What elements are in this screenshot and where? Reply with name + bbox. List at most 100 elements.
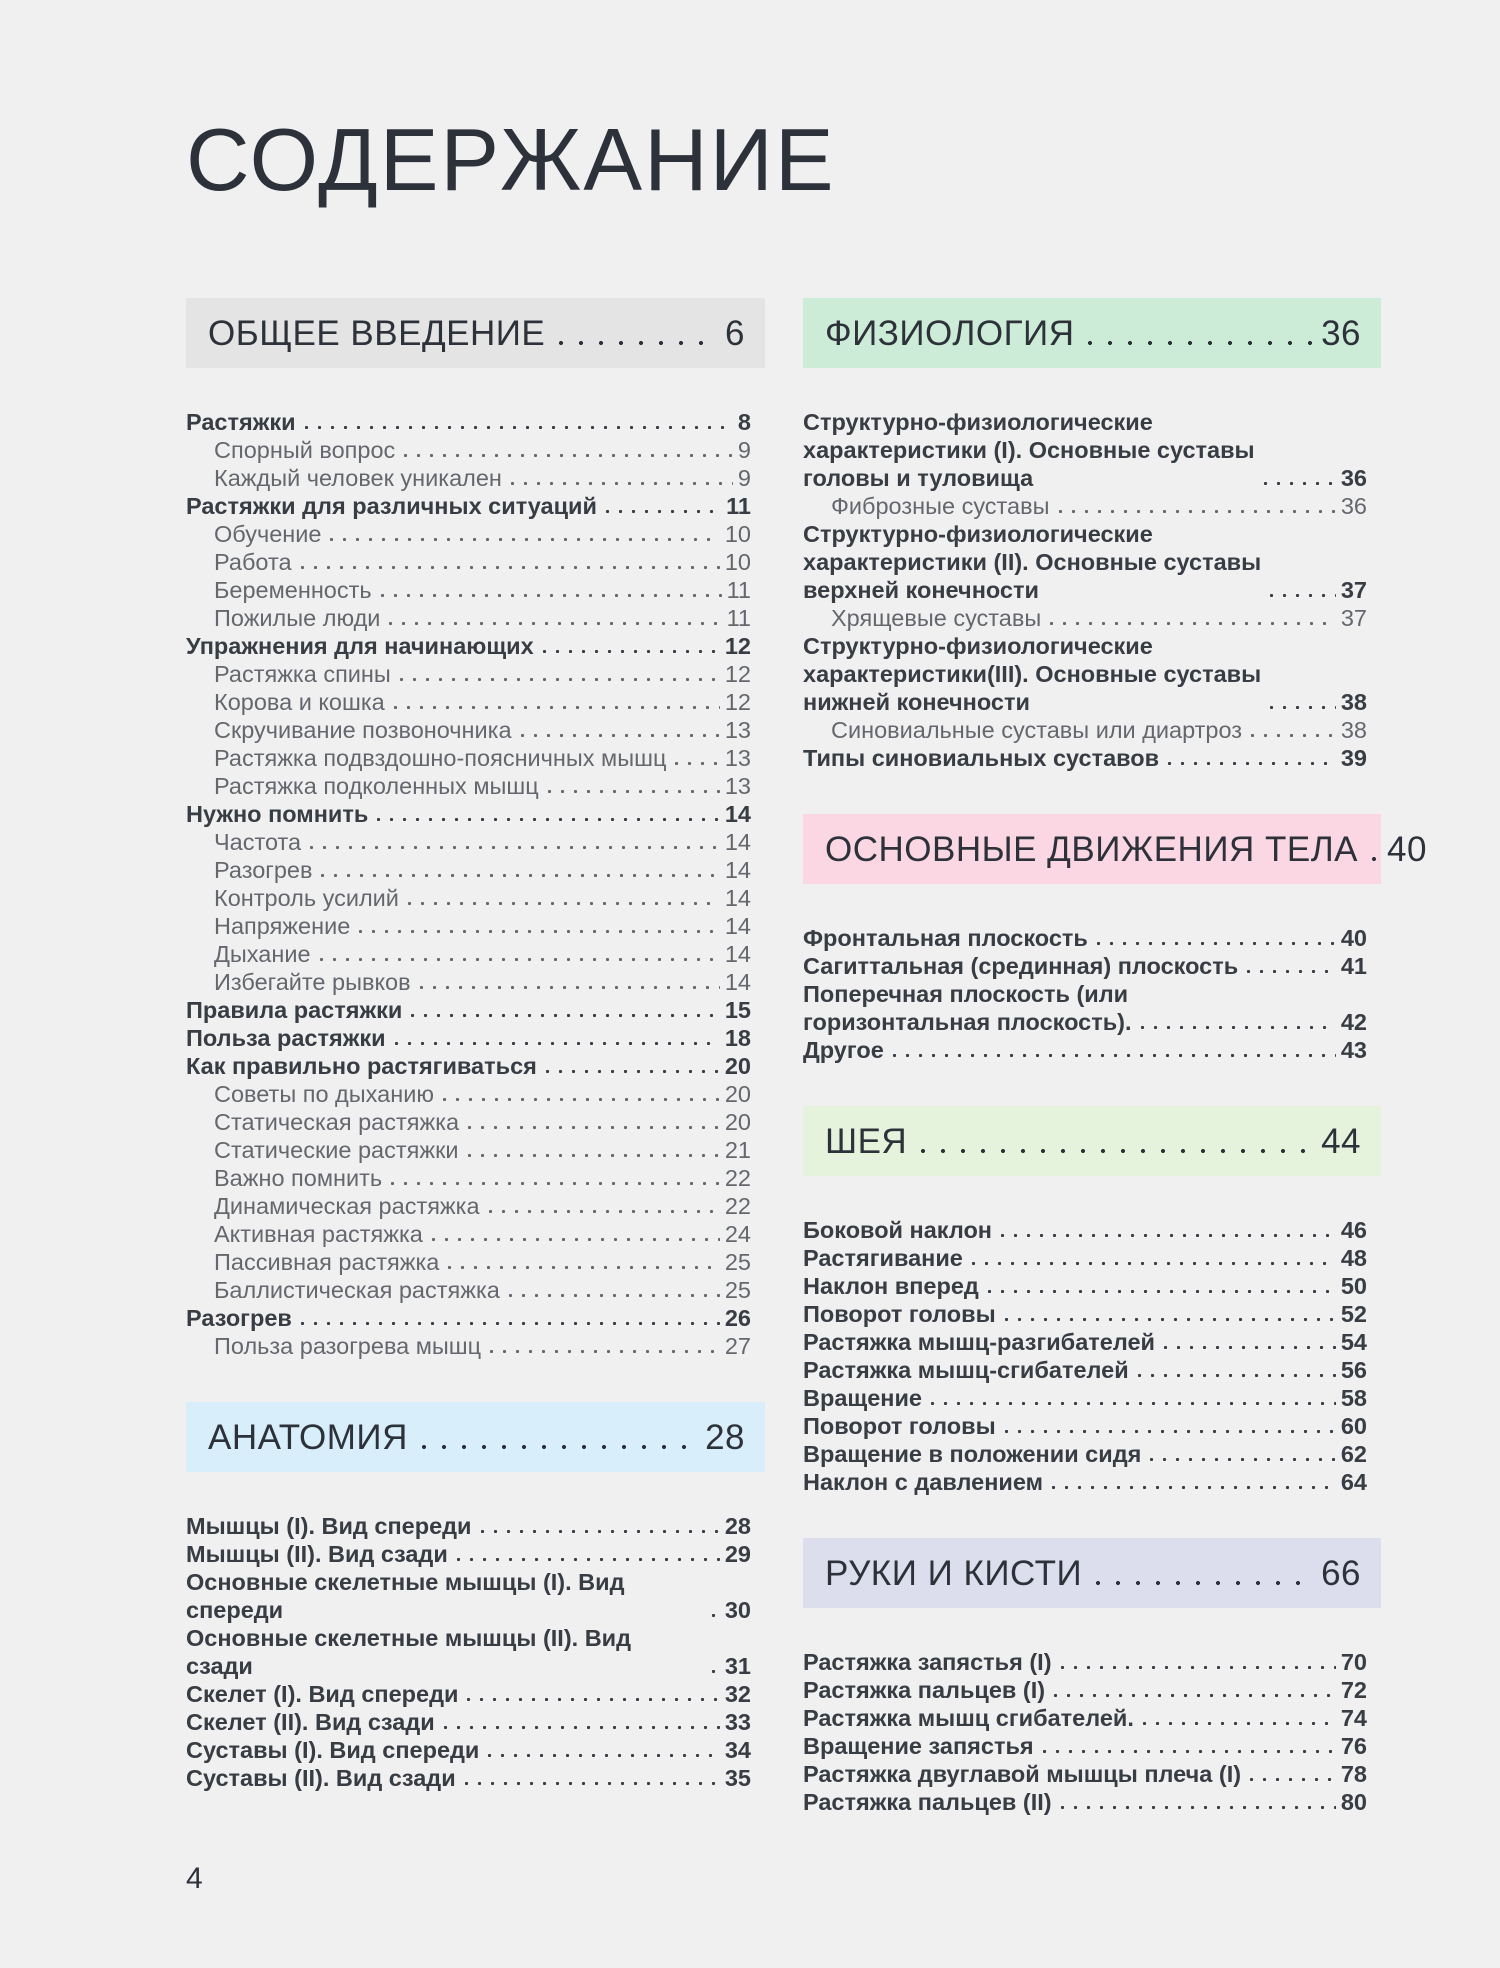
entry-label: Растяжка двуглавой мышцы плеча (I) xyxy=(803,1761,1242,1787)
entry-label: Растяжка пальцев (II) xyxy=(803,1789,1052,1815)
toc-entry: Разогрев 14 xyxy=(186,856,751,884)
toc-entry: Динамическая растяжка 22 xyxy=(186,1192,751,1220)
toc-entry: Польза растяжки 18 xyxy=(186,1024,751,1052)
entry-label: Баллистическая растяжка xyxy=(214,1277,500,1303)
toc-entry: Растяжка подколенных мышц 13 xyxy=(186,772,751,800)
entry-page-ref: 9 xyxy=(737,437,751,463)
toc-entry: Правила растяжки 15 xyxy=(186,996,751,1024)
entry-page-ref: 36 xyxy=(1340,465,1367,491)
toc-entry: Пассивная растяжка 25 xyxy=(186,1248,751,1276)
toc-entry: Мышцы (II). Вид сзади 29 xyxy=(186,1540,751,1568)
entry-page-ref: 76 xyxy=(1340,1733,1367,1759)
entry-page-ref: 78 xyxy=(1340,1761,1367,1787)
leader-dots xyxy=(711,1614,720,1617)
toc-section-sheya: ШЕЯ 44 Боковой наклон 46 Растягивание 48 Накло… xyxy=(803,1106,1381,1496)
entry-label: Обучение xyxy=(214,521,322,547)
leader-dots xyxy=(490,1350,720,1353)
toc-entry: Советы по дыханию 20 xyxy=(186,1080,751,1108)
entry-page-ref: 13 xyxy=(724,773,751,799)
toc-entry: Растяжка запястья (I) 70 xyxy=(803,1648,1367,1676)
toc-entry: Растягивание 48 xyxy=(803,1244,1367,1272)
entry-label: Фронтальная плоскость xyxy=(803,925,1088,951)
entry-page-ref: 20 xyxy=(724,1053,751,1079)
leader-dots xyxy=(300,566,720,569)
toc-entry: Основные скелетные мышцы (I). Вид сперед… xyxy=(186,1568,751,1624)
leader-dots xyxy=(467,1154,720,1157)
leader-dots xyxy=(359,930,720,933)
toc-entry: Вращение запястья 76 xyxy=(803,1732,1367,1760)
page-title: СОДЕРЖАНИЕ xyxy=(186,110,836,209)
toc-entry: Растяжка пальцев (II) 80 xyxy=(803,1788,1367,1816)
leader-dots xyxy=(399,678,720,681)
entry-label: Корова и кошка xyxy=(214,689,385,715)
entry-label: Каждый человек уникален xyxy=(214,465,502,491)
entry-label: Скелет (II). Вид сзади xyxy=(186,1709,435,1735)
section-entries: Структурно-физиологические характеристик… xyxy=(803,408,1381,772)
section-header: АНАТОМИЯ 28 xyxy=(186,1402,765,1472)
entry-label: Польза растяжки xyxy=(186,1025,386,1051)
entry-page-ref: 14 xyxy=(724,941,751,967)
entry-page-ref: 48 xyxy=(1340,1245,1367,1271)
leader-dots xyxy=(442,1098,720,1101)
toc-entry: Скручивание позвоночника 13 xyxy=(186,716,751,744)
section-title: ШЕЯ xyxy=(825,1122,908,1161)
toc-entry: Пожилые люди 11 xyxy=(186,604,751,632)
leader-dots xyxy=(1270,706,1336,709)
leader-dots xyxy=(456,1558,720,1561)
toc-entry: Поворот головы 52 xyxy=(803,1300,1367,1328)
entry-page-ref: 11 xyxy=(726,493,751,519)
toc-entry: Разогрев 26 xyxy=(186,1304,751,1332)
entry-page-ref: 12 xyxy=(724,661,751,687)
toc-entry: Польза разогрева мышц 27 xyxy=(186,1332,751,1360)
leader-dots xyxy=(510,482,733,485)
toc-entry: Вращение в положении сидя 62 xyxy=(803,1440,1367,1468)
entry-page-ref: 11 xyxy=(726,605,751,631)
entry-page-ref: 40 xyxy=(1340,925,1367,951)
leader-dots xyxy=(380,594,722,597)
entry-page-ref: 15 xyxy=(724,997,751,1023)
toc-entry: Суставы (II). Вид сзади 35 xyxy=(186,1764,751,1792)
toc-entry: Нужно помнить 14 xyxy=(186,800,751,828)
toc-entry: Типы синовиальных суставов 39 xyxy=(803,744,1367,772)
entry-label: Мышцы (I). Вид спереди xyxy=(186,1513,472,1539)
toc-entry: Спорный вопрос 9 xyxy=(186,436,751,464)
entry-page-ref: 64 xyxy=(1340,1469,1367,1495)
entry-label: Напряжение xyxy=(214,913,351,939)
entry-label: Статическая растяжка xyxy=(214,1109,460,1135)
leader-dots xyxy=(468,1126,720,1129)
leader-dots xyxy=(1042,1750,1336,1753)
toc-entry: Наклон вперед 50 xyxy=(803,1272,1367,1300)
entry-label: Основные скелетные мышцы (I). Вид сперед… xyxy=(186,1569,625,1623)
section-title: ОСНОВНЫЕ ДВИЖЕНИЯ ТЕЛА xyxy=(825,830,1359,869)
leader-dots xyxy=(464,1782,720,1785)
leader-dots xyxy=(1050,622,1336,625)
leader-dots xyxy=(443,1726,720,1729)
entry-page-ref: 26 xyxy=(724,1305,751,1331)
entry-page-ref: 20 xyxy=(724,1081,751,1107)
leader-dots xyxy=(1096,942,1336,945)
entry-label: Дыхание xyxy=(214,941,311,967)
entry-page-ref: 22 xyxy=(724,1193,751,1219)
entry-page-ref: 41 xyxy=(1340,953,1367,979)
entry-label: Избегайте рывков xyxy=(214,969,411,995)
toc-entry: Хрящевые суставы 37 xyxy=(803,604,1367,632)
toc-section-osnovnye-dvizheniya-tela: ОСНОВНЫЕ ДВИЖЕНИЯ ТЕЛА 40 Фронтальная плос… xyxy=(803,814,1426,1064)
entry-page-ref: 13 xyxy=(724,745,751,771)
entry-page-ref: 30 xyxy=(724,1597,751,1623)
leader-dots xyxy=(1054,1694,1336,1697)
toc-entry: Корова и кошка 12 xyxy=(186,688,751,716)
entry-page-ref: 9 xyxy=(737,465,751,491)
section-header: ОСНОВНЫЕ ДВИЖЕНИЯ ТЕЛА 40 xyxy=(803,814,1426,884)
entry-label: Суставы (II). Вид сзади xyxy=(186,1765,456,1791)
leader-dots xyxy=(971,1262,1336,1265)
entry-label: Другое xyxy=(803,1037,884,1063)
leader-dots xyxy=(377,818,720,821)
entry-label: Динамическая растяжка xyxy=(214,1193,480,1219)
entry-label: Скелет (I). Вид спереди xyxy=(186,1681,459,1707)
entry-page-ref: 27 xyxy=(724,1333,751,1359)
leader-dots xyxy=(1088,341,1315,345)
entry-page-ref: 10 xyxy=(724,521,751,547)
toc-entry: Статическая растяжка 20 xyxy=(186,1108,751,1136)
leader-dots xyxy=(1137,1374,1336,1377)
entry-label: Фиброзные суставы xyxy=(831,493,1050,519)
